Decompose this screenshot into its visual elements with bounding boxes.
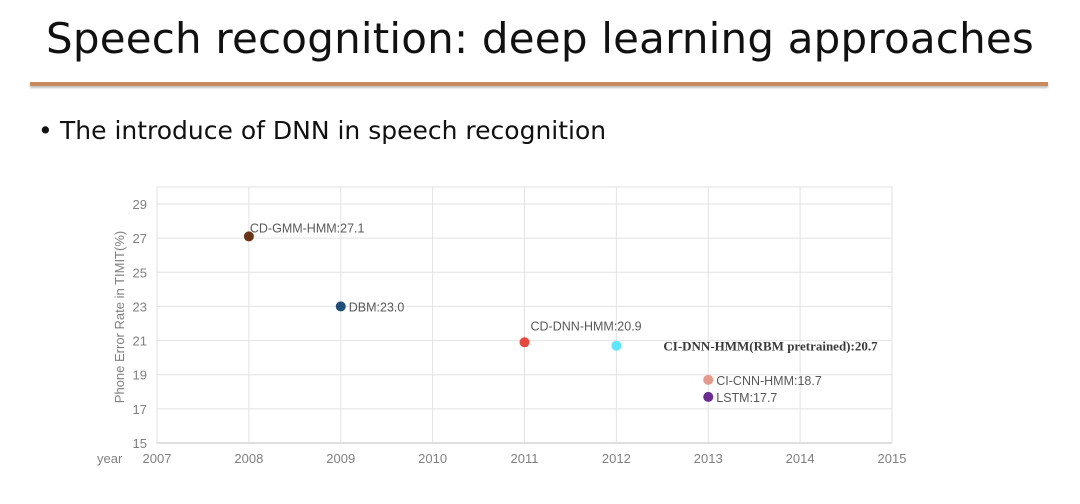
data-point bbox=[335, 301, 346, 312]
y-tick-label: 29 bbox=[133, 197, 147, 212]
y-tick-label: 15 bbox=[133, 436, 147, 451]
data-label: LSTM:17.7 bbox=[716, 391, 777, 405]
data-point bbox=[243, 231, 254, 242]
y-tick-label: 23 bbox=[133, 299, 147, 314]
x-axis-label: year bbox=[97, 451, 123, 466]
data-point bbox=[519, 337, 530, 348]
y-tick-label: 17 bbox=[133, 402, 147, 417]
x-tick-label: 2009 bbox=[326, 451, 355, 466]
x-tick-label: 2007 bbox=[143, 451, 172, 466]
slide-title: Speech recognition: deep learning approa… bbox=[45, 14, 1035, 63]
bullet-text: The introduce of DNN in speech recogniti… bbox=[60, 116, 607, 145]
x-tick-label: 2012 bbox=[602, 451, 631, 466]
data-label: CI-DNN-HMM(RBM pretrained):20.7 bbox=[663, 339, 878, 354]
x-tick-label: 2013 bbox=[694, 451, 723, 466]
data-point bbox=[611, 340, 622, 351]
y-tick-label: 27 bbox=[133, 231, 147, 246]
y-tick-label: 19 bbox=[133, 368, 147, 383]
y-axis-label: Phone Error Rate in TIMIT(%) bbox=[112, 231, 127, 403]
x-tick-label: 2010 bbox=[418, 451, 447, 466]
data-label: DBM:23.0 bbox=[349, 300, 405, 314]
x-tick-label: 2015 bbox=[878, 451, 907, 466]
title-divider bbox=[30, 82, 1048, 86]
y-tick-label: 25 bbox=[133, 265, 147, 280]
x-tick-label: 2008 bbox=[234, 451, 263, 466]
x-tick-label: 2011 bbox=[511, 451, 539, 466]
data-label: CD-DNN-HMM:20.9 bbox=[531, 319, 642, 333]
data-point bbox=[703, 374, 714, 385]
data-label: CI-CNN-HMM:18.7 bbox=[716, 374, 822, 388]
data-label: CD-GMM-HMM:27.1 bbox=[250, 221, 365, 235]
x-tick-label: 2014 bbox=[786, 451, 815, 466]
bullet-item: • The introduce of DNN in speech recognit… bbox=[38, 116, 606, 145]
bullet-marker: • bbox=[38, 116, 53, 145]
data-point bbox=[703, 391, 714, 402]
y-tick-label: 21 bbox=[133, 334, 147, 349]
